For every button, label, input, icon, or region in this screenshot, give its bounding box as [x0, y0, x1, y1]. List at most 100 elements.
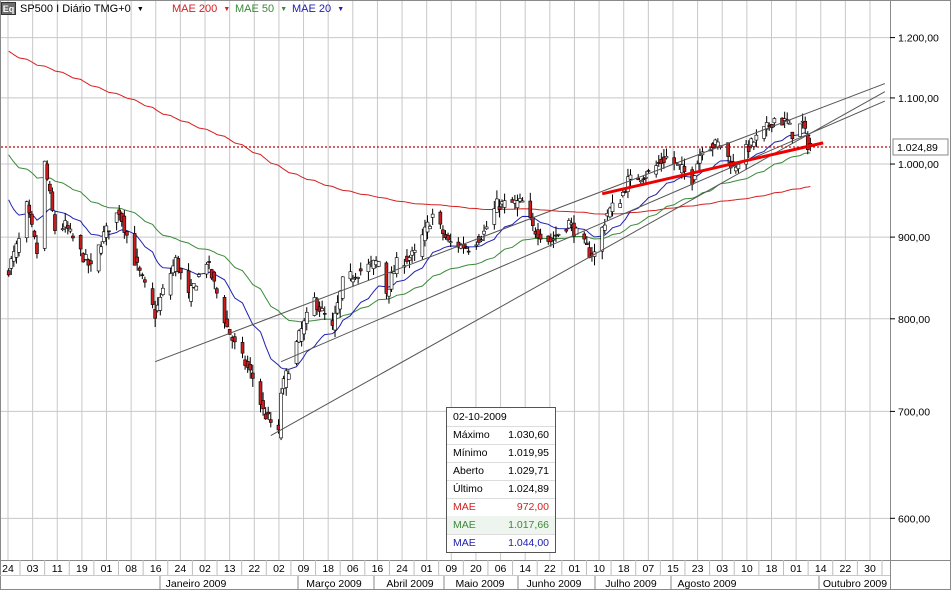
candle-body — [68, 228, 73, 232]
candle-body — [315, 298, 319, 311]
candle-body — [268, 419, 273, 423]
y-tick-label: 1.200,00 — [898, 33, 939, 45]
candle-body — [358, 268, 363, 272]
candle-body — [78, 235, 83, 250]
mae20-line — [8, 132, 811, 370]
x-tick-label: 19 — [76, 563, 88, 575]
candle-body — [515, 200, 520, 209]
candle-body — [746, 145, 751, 152]
candle-body — [564, 229, 569, 232]
candle-body — [428, 226, 432, 230]
tooltip-value: 1.017,66 — [508, 519, 549, 531]
x-tick-label: 13 — [224, 563, 236, 575]
candle-body — [484, 226, 489, 230]
tooltip-label: Mínimo — [453, 447, 488, 459]
y-tick-label: 800,00 — [898, 314, 930, 326]
candle-body — [30, 213, 34, 225]
candle-body — [299, 328, 304, 342]
candle-body — [662, 156, 666, 163]
equity-icon[interactable]: Eq — [1, 2, 16, 15]
candle-body — [518, 198, 522, 202]
candle-body — [448, 241, 453, 243]
candle-body — [528, 200, 533, 218]
candle-body — [250, 372, 255, 379]
tooltip-label: Aberto — [453, 465, 484, 477]
chevron-down-icon[interactable]: ▼ — [223, 6, 231, 13]
candle-body — [27, 204, 32, 214]
candle-body — [638, 180, 643, 183]
x-tick-label: 22 — [840, 563, 852, 575]
candle-body — [772, 118, 777, 124]
candle-body — [294, 341, 299, 364]
trendline — [154, 83, 886, 363]
candle-body — [83, 254, 88, 260]
candle-body — [132, 233, 137, 266]
x-month-label: Março 2009 — [306, 578, 362, 590]
tooltip-row: Aberto 1.029,71 — [447, 462, 555, 481]
candle-body — [798, 123, 802, 137]
candle-body — [780, 117, 784, 126]
symbol-dropdown-icon[interactable]: ▼ — [136, 6, 144, 13]
candle-body — [168, 273, 173, 296]
x-tick-label: 24 — [396, 563, 408, 575]
candle-body — [710, 143, 715, 149]
candle-body — [71, 235, 75, 239]
x-month-label: Julho 2009 — [605, 578, 657, 590]
candle-body — [194, 285, 199, 291]
candle-body — [520, 200, 525, 203]
x-tick-label: 16 — [150, 563, 162, 575]
chevron-down-icon[interactable]: ▼ — [337, 6, 345, 13]
indicator-mae20[interactable]: MAE 20 ▼ — [292, 3, 344, 15]
candle-body — [137, 267, 142, 271]
x-tick-label: 06 — [347, 563, 359, 575]
candle-body — [17, 238, 21, 253]
indicator-mae20-label: MAE 20 — [292, 3, 332, 15]
candle-body — [207, 261, 211, 263]
x-tick-label: 10 — [593, 563, 605, 575]
symbol-selector[interactable]: SP500 I Diário TMG+0 ▼ — [20, 3, 144, 15]
candle-body — [538, 233, 543, 240]
tooltip-value: 1.029,71 — [508, 465, 549, 477]
tooltip-row: MAE 1.017,66 — [447, 516, 555, 535]
x-tick-label: 06 — [495, 563, 507, 575]
candle-body — [117, 209, 121, 215]
candle-body — [348, 271, 353, 280]
x-month-label: Abril 2009 — [386, 578, 433, 590]
candle-body — [376, 261, 381, 267]
candle-body — [618, 203, 623, 208]
x-tick-label: 14 — [815, 563, 827, 575]
x-month-label: Agosto 2009 — [678, 578, 737, 590]
candle-body — [482, 230, 486, 235]
candle-body — [646, 170, 651, 172]
candle-body — [556, 233, 561, 236]
x-tick-label: 14 — [519, 563, 531, 575]
tooltip-label: MAE — [453, 519, 476, 531]
candle-body — [536, 229, 540, 239]
indicator-mae50[interactable]: MAE 50 ▼ — [235, 3, 287, 15]
tooltip-label: Último — [453, 483, 483, 495]
x-tick-label: 16 — [372, 563, 384, 575]
candle-body — [279, 392, 283, 439]
x-tick-label: 01 — [101, 563, 113, 575]
candle-body — [176, 258, 181, 272]
data-tooltip: 02-10-2009 Máximo 1.030,60 Mínimo 1.019,… — [446, 407, 556, 553]
candle-body — [222, 297, 227, 324]
tooltip-value: 1.044,00 — [508, 537, 549, 549]
candle-body — [96, 244, 101, 272]
indicator-mae200[interactable]: MAE 200 ▼ — [172, 3, 230, 15]
candle-body — [227, 329, 232, 335]
candle-body — [258, 381, 263, 405]
candle-body — [322, 313, 327, 315]
candle-body — [502, 200, 507, 208]
y-tick-label: 600,00 — [898, 513, 930, 525]
candle-body — [410, 250, 414, 256]
candle-body — [66, 225, 70, 229]
candle-body — [107, 230, 111, 233]
candle-body — [50, 191, 55, 211]
candle-body — [6, 270, 11, 276]
candle-body — [212, 271, 217, 282]
chevron-down-icon[interactable]: ▼ — [280, 6, 288, 13]
tooltip-value: 1.024,89 — [508, 483, 549, 495]
candle-body — [125, 231, 129, 236]
tooltip-value: 972,00 — [516, 501, 549, 513]
